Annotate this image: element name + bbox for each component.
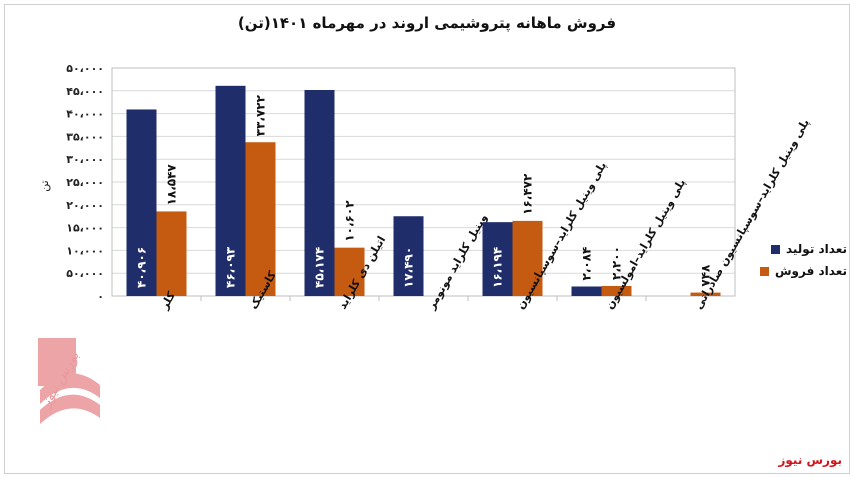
bar-production <box>482 222 513 296</box>
y-tick-label: ۳۰،۰۰۰ <box>66 153 104 166</box>
y-tick-label: ۴۰،۰۰۰ <box>66 108 104 121</box>
data-label-sales: ۷۴۸ <box>699 264 713 287</box>
y-axis-label: تن <box>38 180 51 191</box>
data-label-production: ۴۵،۱۷۴ <box>313 247 327 288</box>
data-label-production: ۱۷،۴۹۰ <box>402 247 416 288</box>
brand-label: بورس نیوز <box>778 453 842 467</box>
legend-label-production: تعداد تولید <box>785 242 847 256</box>
legend-swatch-sales <box>760 266 769 276</box>
bar-sales <box>245 142 276 296</box>
data-label-sales: ۱۸،۵۴۷ <box>165 164 179 206</box>
y-tick-label: ۲۰،۰۰۰ <box>66 199 104 212</box>
y-tick-label: ۱۰،۰۰۰ <box>66 244 104 257</box>
data-label-production: ۴۶،۰۹۳ <box>224 246 238 288</box>
legend: تعداد تولید تعداد فروش <box>760 238 847 282</box>
y-tick-label: ۵۰،۰۰۰ <box>66 62 104 75</box>
y-tick-label: ۳۵،۰۰۰ <box>66 130 104 143</box>
bar-sales <box>690 292 721 296</box>
y-tick-label: ۰ <box>97 290 104 303</box>
y-tick-label: ۱۵،۰۰۰ <box>66 222 104 235</box>
data-label-sales: ۲،۲۰۰ <box>610 246 624 280</box>
bar-production <box>304 90 335 296</box>
bar-production <box>126 109 157 296</box>
y-tick-label: ۲۵،۰۰۰ <box>66 176 104 189</box>
legend-label-sales: تعداد فروش <box>775 264 847 278</box>
bar-sales <box>334 247 365 296</box>
x-category-label: وینیل کلراید مونومر <box>424 212 490 313</box>
watermark-logo <box>38 338 100 424</box>
data-label-production: ۲،۰۸۴ <box>580 247 594 281</box>
x-category-label: پلی وینیل کلراید–امولسیون <box>603 177 688 312</box>
x-category-label: پلی وینیل کلراید–سوسپانسیون صادراتی <box>692 117 812 312</box>
bar-production <box>571 286 602 296</box>
bar-production <box>393 216 424 296</box>
chart-title: فروش ماهانه پتروشیمی اروند در مهرماه ۱۴۰… <box>237 14 617 32</box>
legend-item-production: تعداد تولید <box>760 238 847 260</box>
bar-sales <box>512 220 543 296</box>
data-label-sales: ۳۳،۷۲۲ <box>254 94 268 136</box>
legend-swatch-production <box>770 244 780 254</box>
y-tick-label: ۴۵،۰۰۰ <box>66 85 104 98</box>
legend-item-sales: تعداد فروش <box>760 260 847 282</box>
data-label-sales: ۱۶،۴۷۲ <box>521 173 535 215</box>
y-tick-label: ۵۰،۰۰۰ <box>66 267 104 280</box>
data-label-production: ۴۰،۹۰۶ <box>135 247 149 288</box>
data-label-sales: ۱۰،۶۰۲ <box>343 200 357 242</box>
bar-sales <box>601 285 632 296</box>
data-label-production: ۱۶،۱۹۴ <box>491 247 505 288</box>
bar-production <box>215 85 246 296</box>
bar-sales <box>156 211 187 296</box>
